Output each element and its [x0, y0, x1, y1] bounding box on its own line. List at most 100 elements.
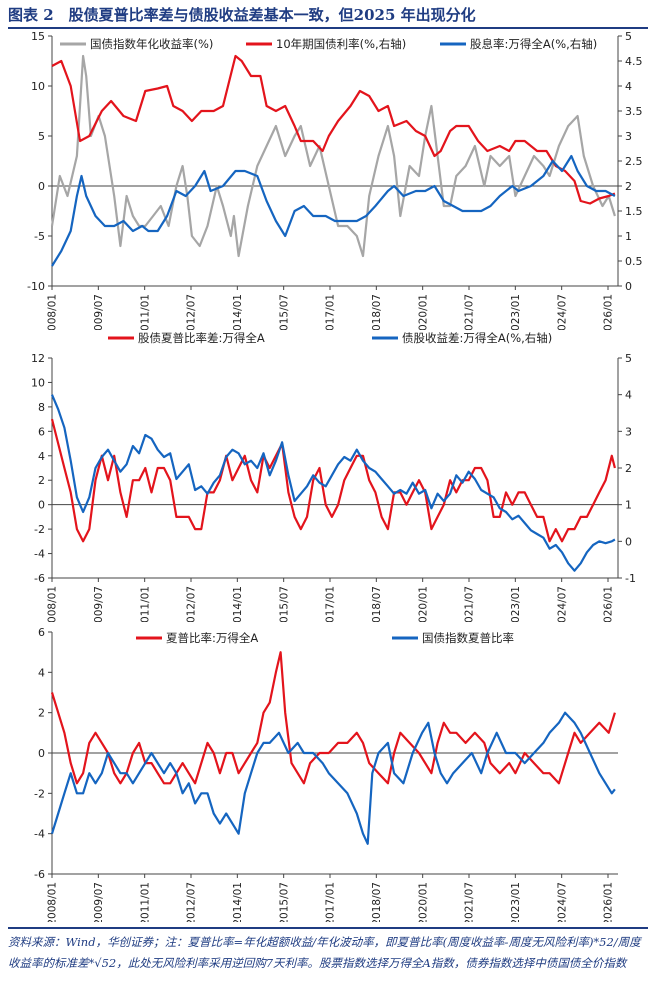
y-tick-label-left: 5: [38, 130, 45, 143]
y-tick-label-left: 0: [38, 747, 45, 760]
x-tick-label: 2008/01: [47, 294, 59, 330]
legend-bg: [370, 330, 520, 346]
x-tick-label: 2021/07: [464, 882, 476, 922]
legend-label: 股息率:万得全A(%,右轴): [470, 37, 597, 51]
y-tick-label-left: 2: [38, 707, 45, 720]
legend-bg: [438, 36, 588, 52]
x-tick-label: 2024/07: [556, 882, 568, 922]
y-tick-label-left: 8: [38, 401, 45, 414]
x-tick-label: 2020/01: [417, 586, 429, 622]
y-tick-label-left: 6: [38, 425, 45, 438]
x-tick-label: 2021/07: [464, 294, 476, 330]
x-tick-label: 2011/01: [139, 882, 151, 922]
y-tick-label-right: 1: [625, 499, 632, 512]
y-tick-label-right: -1: [625, 572, 636, 585]
y-tick-label-left: -4: [34, 548, 45, 561]
legend-bg: [58, 36, 208, 52]
x-tick-label: 2026/01: [603, 586, 615, 622]
y-tick-label-left: 6: [38, 626, 45, 639]
y-tick-label-left: 0: [38, 180, 45, 193]
x-tick-label: 2008/01: [47, 586, 59, 622]
series-line-red: [50, 418, 616, 543]
y-tick-label-left: -4: [34, 828, 45, 841]
legend-label: 10年期国债利率(%,右轴): [276, 37, 406, 51]
y-tick-label-right: 5: [625, 352, 632, 365]
y-tick-label-left: 15: [31, 30, 45, 43]
y-tick-label-right: 0.5: [625, 255, 643, 268]
y-tick-label-left: 10: [31, 80, 45, 93]
x-tick-label: 2009/07: [93, 882, 105, 922]
y-tick-label-right: 0: [625, 280, 632, 293]
x-tick-label: 2017/01: [325, 882, 337, 922]
y-tick-label-left: -6: [34, 868, 45, 881]
legend-bg: [134, 630, 284, 646]
y-tick-label-right: 3: [625, 130, 632, 143]
series-line-red: [51, 54, 616, 205]
y-tick-label-right: 0: [625, 535, 632, 548]
y-tick-label-right: 3: [625, 425, 632, 438]
x-tick-label: 2011/01: [139, 586, 151, 622]
y-tick-label-left: -2: [34, 523, 45, 536]
x-tick-label: 2026/01: [603, 882, 615, 922]
series-line-gray: [50, 54, 616, 258]
x-tick-label: 2014/01: [232, 294, 244, 330]
y-tick-label-right: 3.5: [625, 105, 643, 118]
y-tick-label-left: -2: [34, 787, 45, 800]
x-tick-label: 2023/01: [510, 882, 522, 922]
legend-label: 债股收益差:万得全A(%,右轴): [402, 331, 552, 345]
chart-yields: -10 -5 0 5 10 15 0 0.5 1 1.5 2 2.5 3 3.5 4 4.5 5 2008/01 2…: [27, 30, 643, 330]
series-line-blue: [50, 711, 616, 845]
x-tick-label: 2018/07: [371, 882, 383, 922]
x-tick-label: 2023/01: [510, 294, 522, 330]
x-tick-label: 2009/07: [93, 586, 105, 622]
x-tick-label: 2020/01: [417, 294, 429, 330]
y-tick-label-left: 12: [31, 352, 45, 365]
source-rule: [8, 927, 648, 929]
y-tick-label-left: -10: [27, 280, 45, 293]
legend-label: 国债指数夏普比率: [422, 631, 514, 645]
y-tick-label-left: 2: [38, 474, 45, 487]
y-tick-label-left: 0: [38, 499, 45, 512]
y-tick-label-left: 4: [38, 450, 45, 463]
y-tick-label-right: 4.5: [625, 55, 643, 68]
x-tick-label: 2012/07: [186, 294, 198, 330]
legend-label: 国债指数年化收益率(%): [90, 37, 213, 51]
x-tick-label: 2024/07: [556, 294, 568, 330]
legend-bg: [106, 330, 256, 346]
x-tick-label: 2014/01: [232, 882, 244, 922]
x-tick-label: 2011/01: [139, 294, 151, 330]
x-tick-label: 2018/07: [371, 294, 383, 330]
y-tick-label-right: 1.5: [625, 205, 643, 218]
y-tick-label-right: 5: [625, 30, 632, 43]
y-tick-label-left: -5: [34, 230, 45, 243]
x-tick-label: 2018/07: [371, 586, 383, 622]
y-tick-label-left: -6: [34, 572, 45, 585]
y-tick-label-left: 10: [31, 376, 45, 389]
y-tick-label-right: 2: [625, 462, 632, 475]
y-tick-label-right: 1: [625, 230, 632, 243]
x-tick-label: 2014/01: [232, 586, 244, 622]
x-tick-label: 2012/07: [186, 586, 198, 622]
x-tick-label: 2015/07: [278, 586, 290, 622]
x-tick-label: 2012/07: [186, 882, 198, 922]
y-tick-label-left: 4: [38, 666, 45, 679]
x-tick-label: 2008/01: [47, 882, 59, 922]
series-line-blue: [51, 154, 616, 267]
series-line-red: [50, 651, 616, 785]
x-tick-label: 2021/07: [464, 586, 476, 622]
x-tick-label: 2020/01: [417, 882, 429, 922]
y-tick-label-right: 4: [625, 389, 632, 402]
source-note: 资料来源：Wind，华创证券；注：夏普比率=年化超额收益/年化波动率，即夏普比率…: [8, 935, 641, 970]
legend-label: 股债夏普比率差:万得全A: [138, 331, 265, 345]
y-tick-label-right: 2.5: [625, 155, 643, 168]
title-rule: [8, 27, 648, 29]
x-tick-label: 2023/01: [510, 586, 522, 622]
series-line-blue: [50, 394, 616, 572]
legend-label: 夏普比率:万得全A: [166, 631, 258, 645]
x-tick-label: 2015/07: [278, 294, 290, 330]
legend-bg: [244, 36, 394, 52]
x-tick-label: 2009/07: [93, 294, 105, 330]
figure-title: 图表 2 股债夏普比率差与债股收益差基本一致，但2025 年出现分化: [8, 6, 476, 24]
x-tick-label: 2024/07: [556, 586, 568, 622]
